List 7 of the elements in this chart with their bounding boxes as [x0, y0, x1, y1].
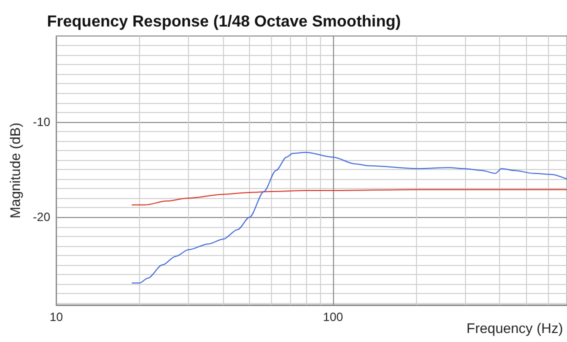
- x-tick-label: 100: [323, 310, 344, 324]
- x-tick-label: 10: [50, 310, 64, 324]
- y-tick-label: -10: [32, 114, 51, 129]
- chart-title: Frequency Response (1/48 Octave Smoothing): [47, 14, 401, 30]
- y-axis-title: Magnitude (dB): [7, 122, 23, 218]
- x-axis-title: Frequency (Hz): [466, 320, 563, 336]
- y-tick-label: -20: [32, 210, 51, 224]
